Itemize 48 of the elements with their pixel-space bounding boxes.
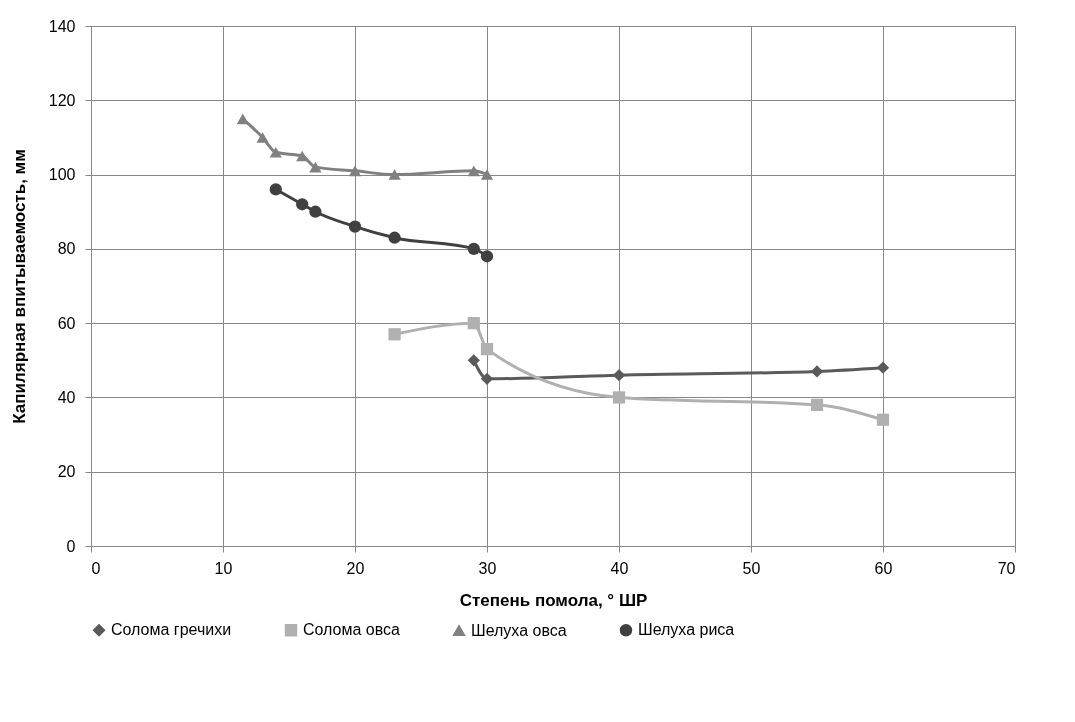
point xyxy=(810,398,824,411)
x-tick-label: 10 xyxy=(214,559,233,577)
point xyxy=(612,369,626,382)
point xyxy=(876,413,890,426)
point xyxy=(480,372,494,385)
point xyxy=(480,250,494,263)
y-tick-label: 100 xyxy=(48,166,76,184)
y-tick-label: 80 xyxy=(57,240,76,258)
point xyxy=(388,169,401,180)
point xyxy=(309,161,322,173)
legend-label: Солома гречихи xyxy=(111,621,232,639)
y-tick-label: 0 xyxy=(66,537,76,555)
point xyxy=(348,165,362,177)
point xyxy=(612,391,626,404)
x-tick-label: 60 xyxy=(874,559,893,577)
legend-label: Солома овса xyxy=(303,621,401,639)
y-tick-label: 40 xyxy=(57,388,76,406)
point xyxy=(467,317,480,330)
point xyxy=(388,328,401,341)
y-tick-label: 120 xyxy=(48,91,76,109)
point xyxy=(236,113,249,125)
point xyxy=(309,205,322,218)
x-tick-label: 20 xyxy=(346,559,365,577)
x-axis-title: Степень помола, ° ШР xyxy=(459,590,648,610)
point xyxy=(348,220,362,233)
x-tick-label: 40 xyxy=(610,559,629,577)
point xyxy=(810,365,824,378)
point xyxy=(480,343,494,356)
point xyxy=(480,169,494,180)
point xyxy=(388,231,401,244)
point xyxy=(467,242,480,255)
point xyxy=(269,146,282,158)
y-tick-label: 140 xyxy=(48,17,76,35)
y-tick-label: 60 xyxy=(57,314,76,332)
point xyxy=(876,361,890,374)
point xyxy=(296,198,309,211)
y-tick-label: 20 xyxy=(57,463,76,481)
x-tick-label: 70 xyxy=(997,559,1016,577)
point xyxy=(467,165,480,177)
x-tick-label: 50 xyxy=(742,559,761,577)
point xyxy=(256,132,269,143)
y-axis-title: Капилярная впитываемость, мм xyxy=(9,149,29,424)
legend-label: Шелуха овса xyxy=(471,621,567,639)
legend-label: Шелуха риса xyxy=(638,621,735,639)
x-tick-label: 0 xyxy=(91,559,101,577)
point xyxy=(269,183,282,196)
point xyxy=(467,354,480,367)
x-tick-label: 30 xyxy=(478,559,497,577)
